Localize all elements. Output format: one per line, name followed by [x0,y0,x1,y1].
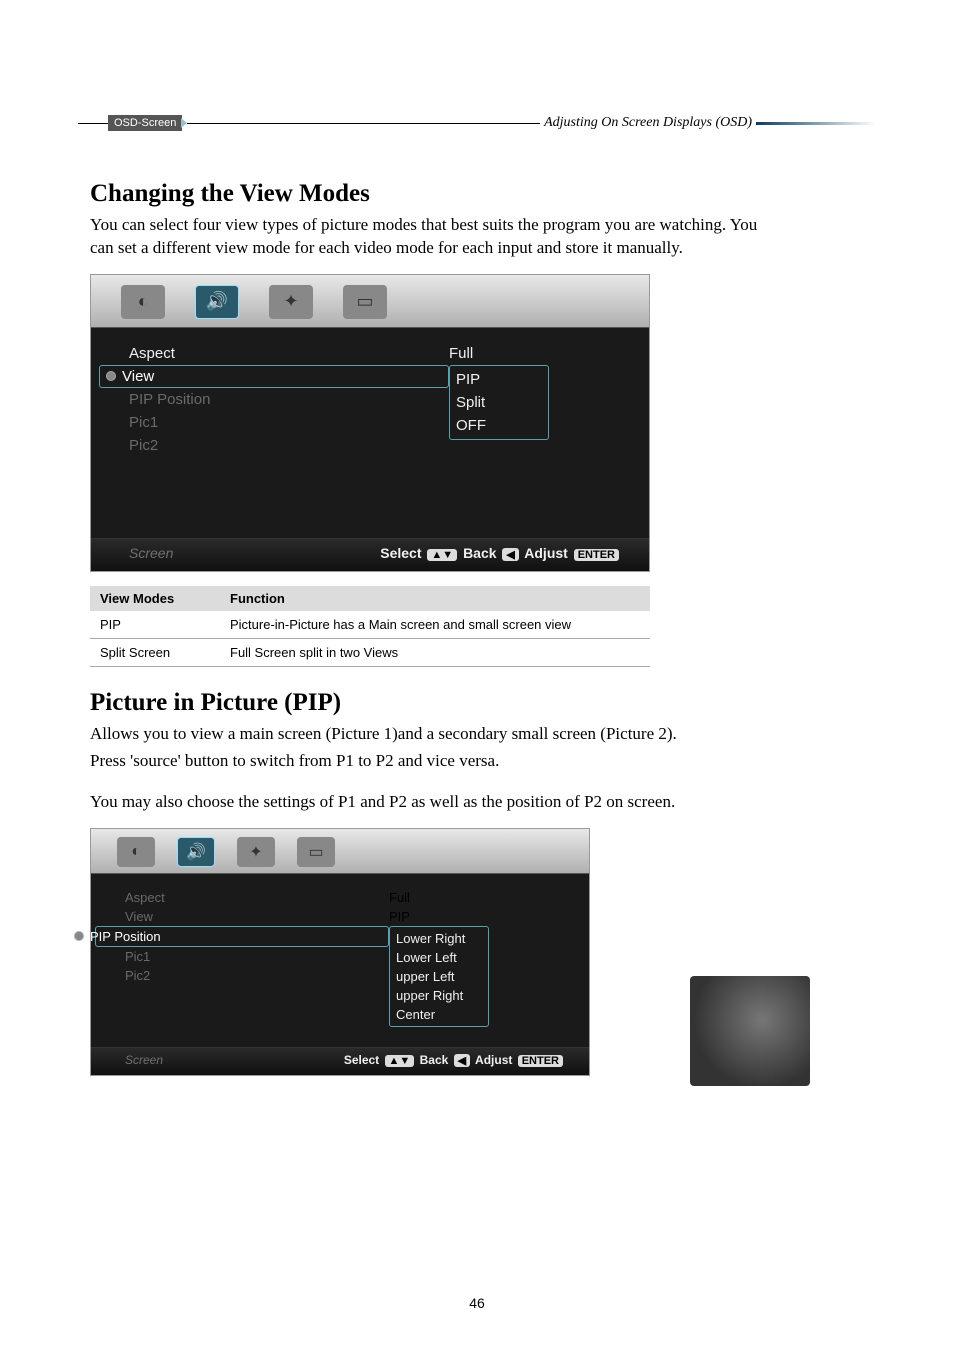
osd-menu-left: Aspect View PIP Position Pic1 Pic2 [91,884,389,1027]
osd-values-right: Full PIP Lower Right Lower Left upper Le… [389,884,589,1027]
osd-hint-back: Back [463,545,496,561]
osd-screenshot-view: ◐ 🔊 ✦ ▭ Aspect View PIP Position Pic1 Pi… [90,274,650,572]
osd-hint-adjust: Adjust [524,545,568,561]
table-header-row: View Modes Function [90,586,650,611]
osd-option-center: Center [396,1005,482,1024]
osd-item-pic1: Pic1 [129,411,449,434]
osd-option-off: OFF [456,414,542,437]
section-para-pip-3: You may also choose the settings of P1 a… [90,791,770,814]
osd-screen-icon: ▭ [343,285,387,319]
key-enter-icon: ENTER [574,549,619,561]
osd-item-pic2: Pic2 [129,434,449,457]
osd-icon-row: ◐ 🔊 ✦ ▭ [91,275,649,328]
table-cell-mode: Split Screen [90,638,220,666]
osd-item-aspect: Aspect [125,888,389,907]
osd-setup-icon: ✦ [237,837,275,867]
osd-footer-title: Screen [125,1053,163,1067]
osd-screen-icon: ▭ [297,837,335,867]
osd-item-pip-position-selected: PIP Position [95,926,389,947]
osd-body: Aspect View PIP Position Pic1 Pic2 Full … [91,874,589,1047]
background-photo [690,976,810,1086]
section-para-pip-2: Press 'source' button to switch from P1 … [90,750,770,773]
osd-item-view-selected: View [99,365,449,388]
osd-selection-dot-icon [106,371,116,381]
osd-value-view: PIP [389,907,589,926]
osd-item-pic2: Pic2 [125,966,389,985]
key-left-icon: ◀ [454,1054,470,1067]
section-title-view-modes: Changing the View Modes [90,180,770,208]
osd-value-aspect: Full [389,888,589,907]
osd-hint-select: Select [344,1053,379,1067]
osd-hint-select: Select [380,545,421,561]
view-modes-table: View Modes Function PIP Picture-in-Pictu… [90,586,650,667]
table-cell-mode: PIP [90,611,220,639]
header-badge: OSD-Screen [108,115,182,131]
key-enter-icon: ENTER [518,1055,563,1067]
page-header: OSD-Screen Adjusting On Screen Displays … [78,115,876,131]
key-updown-icon: ▲▼ [427,549,457,561]
osd-setup-icon: ✦ [269,285,313,319]
osd-item-pip-position: PIP Position [129,388,449,411]
key-left-icon: ◀ [502,548,518,561]
section-para-pip-1: Allows you to view a main screen (Pictur… [90,723,770,746]
osd-option-upper-left: upper Left [396,967,482,986]
osd-option-upper-right: upper Right [396,986,482,1005]
osd-option-split: Split [456,391,542,414]
osd-footer-title: Screen [129,545,173,561]
osd-screenshot-pip-position: ◐ 🔊 ✦ ▭ Aspect View PIP Position Pic1 Pi… [90,828,590,1076]
osd-hint-back: Back [420,1053,449,1067]
osd-value-pip-options: Lower Right Lower Left upper Left upper … [389,926,489,1027]
osd-option-pip: PIP [456,368,542,391]
osd-item-view: View [125,907,389,926]
header-section-label: Adjusting On Screen Displays (OSD) [544,115,752,131]
osd-audio-icon: 🔊 [195,285,239,319]
osd-item-view-label: View [122,368,154,385]
table-cell-function: Picture-in-Picture has a Main screen and… [220,611,650,639]
osd-screenshot-wrapper: ◐ 🔊 ✦ ▭ Aspect View PIP Position Pic1 Pi… [90,828,770,1076]
osd-footer: Screen Select ▲▼ Back ◀ Adjust ENTER [91,538,649,571]
osd-values-right: Full PIP Split OFF [449,338,649,498]
table-header-viewmodes: View Modes [90,586,220,611]
osd-footer-hints: Select ▲▼ Back ◀ Adjust ENTER [380,545,621,561]
table-header-function: Function [220,586,650,611]
table-cell-function: Full Screen split in two Views [220,638,650,666]
section-para-view-modes: You can select four view types of pictur… [90,214,770,260]
osd-item-pic1: Pic1 [125,947,389,966]
osd-hint-adjust: Adjust [475,1053,512,1067]
table-row: PIP Picture-in-Picture has a Main screen… [90,611,650,639]
osd-menu-left: Aspect View PIP Position Pic1 Pic2 [91,338,449,498]
osd-item-pip-position-label: PIP Position [90,929,161,944]
osd-footer: Screen Select ▲▼ Back ◀ Adjust ENTER [91,1047,589,1075]
table-row: Split Screen Full Screen split in two Vi… [90,638,650,666]
header-rule-right [756,122,876,125]
osd-item-aspect: Aspect [129,342,449,365]
osd-option-lower-right: Lower Right [396,929,482,948]
osd-picture-icon: ◐ [121,285,165,319]
osd-option-lower-left: Lower Left [396,948,482,967]
section-title-pip: Picture in Picture (PIP) [90,689,770,717]
osd-icon-row: ◐ 🔊 ✦ ▭ [91,829,589,874]
osd-value-aspect: Full [449,342,649,365]
osd-picture-icon: ◐ [117,837,155,867]
header-rule-mid [187,123,540,124]
osd-value-view-options: PIP Split OFF [449,365,549,440]
key-updown-icon: ▲▼ [385,1055,415,1067]
osd-body: Aspect View PIP Position Pic1 Pic2 Full … [91,328,649,538]
osd-audio-icon: 🔊 [177,837,215,867]
osd-selection-dot-icon [74,931,84,941]
page-number: 46 [0,1295,954,1311]
page-content: Changing the View Modes You can select f… [90,180,770,1090]
header-rule-left [78,123,108,124]
osd-footer-hints: Select ▲▼ Back ◀ Adjust ENTER [344,1053,565,1067]
